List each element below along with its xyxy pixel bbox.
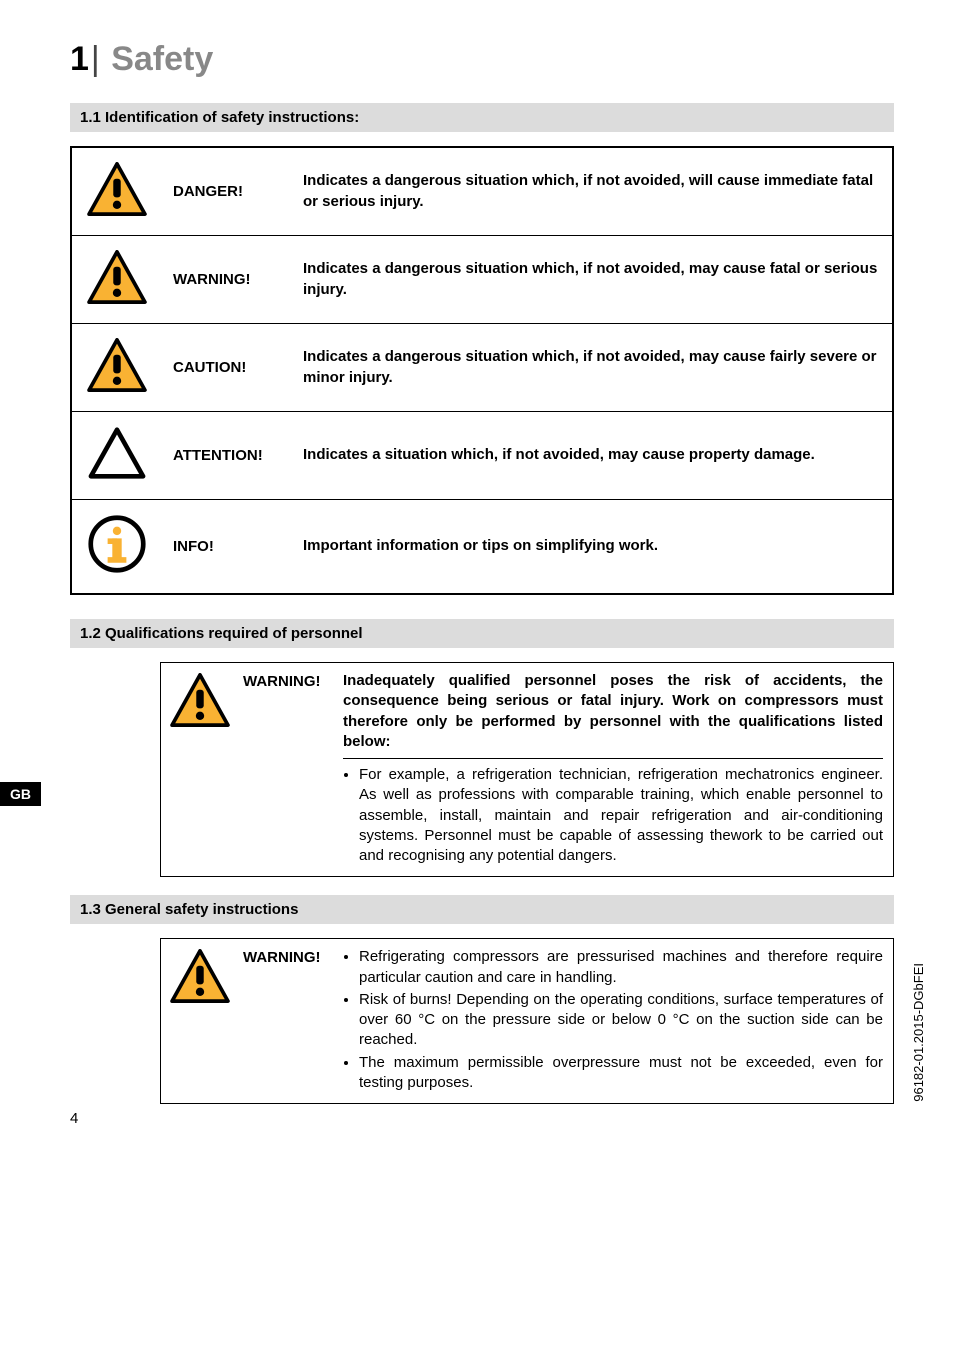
label-cell: DANGER!: [161, 147, 291, 236]
table-row: DANGER!Indicates a dangerous situation w…: [71, 147, 893, 236]
attention-triangle-icon: [87, 426, 147, 480]
label-cell: WARNING!: [161, 236, 291, 324]
warning-triangle-icon: [87, 250, 147, 304]
chapter-word: Safety: [111, 40, 213, 78]
desc-cell: Indicates a dangerous situation which, i…: [291, 236, 893, 324]
warning-triangle-icon: [170, 673, 230, 727]
warning-keyword: WARNING!: [243, 947, 343, 1095]
desc-cell: Indicates a situation which, if not avoi…: [291, 412, 893, 500]
language-tab: GB: [0, 782, 41, 806]
chapter-number: 1: [70, 40, 89, 78]
chapter-title: 1| Safety: [70, 40, 894, 79]
icon-cell: [71, 500, 161, 595]
info-icon: [87, 514, 147, 574]
warning-keyword: WARNING!: [243, 671, 343, 868]
label-cell: CAUTION!: [161, 324, 291, 412]
section-1-3-heading: 1.3 General safety instructions: [70, 895, 894, 924]
label-cell: INFO!: [161, 500, 291, 595]
icon-cell: [71, 324, 161, 412]
warning-triangle-icon: [87, 162, 147, 216]
label-cell: ATTENTION!: [161, 412, 291, 500]
warning-text: Refrigerating compressors are pressurise…: [343, 947, 883, 1095]
warning-bullet: Refrigerating compressors are pressurise…: [359, 947, 883, 988]
section-1-1-heading: 1.1 Identification of safety instruction…: [70, 103, 894, 132]
warning-bullet: The maximum permissible overpressure mus…: [359, 1053, 883, 1094]
warning-triangle-icon: [87, 338, 147, 392]
table-row: INFO!Important information or tips on si…: [71, 500, 893, 595]
qualifications-warning-block: WARNING! Inadequately qualified personne…: [160, 662, 894, 877]
warning-bullet: Risk of burns! Depending on the operatin…: [359, 990, 883, 1051]
warning-icon-cell: [161, 939, 239, 1103]
document-code: 96182-01.2015-DGbFEI: [911, 963, 926, 1102]
icon-cell: [71, 147, 161, 236]
warning-bullet: For example, a refrigeration technician,…: [359, 765, 883, 866]
page-number: 4: [70, 1110, 78, 1127]
warning-text: Inadequately qualified personnel poses t…: [343, 671, 883, 868]
table-row: ATTENTION!Indicates a situation which, i…: [71, 412, 893, 500]
warning-triangle-icon: [170, 949, 230, 1003]
icon-cell: [71, 412, 161, 500]
desc-cell: Indicates a dangerous situation which, i…: [291, 147, 893, 236]
table-row: CAUTION!Indicates a dangerous situation …: [71, 324, 893, 412]
general-safety-warning-block: WARNING! Refrigerating compressors are p…: [160, 938, 894, 1104]
divider: [343, 758, 883, 759]
section-1-2-heading: 1.2 Qualifications required of personnel: [70, 619, 894, 648]
chapter-sep: |: [91, 40, 100, 78]
table-row: WARNING!Indicates a dangerous situation …: [71, 236, 893, 324]
safety-definitions-table: DANGER!Indicates a dangerous situation w…: [70, 146, 894, 595]
desc-cell: Important information or tips on simplif…: [291, 500, 893, 595]
warning-lead: Inadequately qualified personnel poses t…: [343, 671, 883, 752]
icon-cell: [71, 236, 161, 324]
warning-icon-cell: [161, 663, 239, 876]
desc-cell: Indicates a dangerous situation which, i…: [291, 324, 893, 412]
